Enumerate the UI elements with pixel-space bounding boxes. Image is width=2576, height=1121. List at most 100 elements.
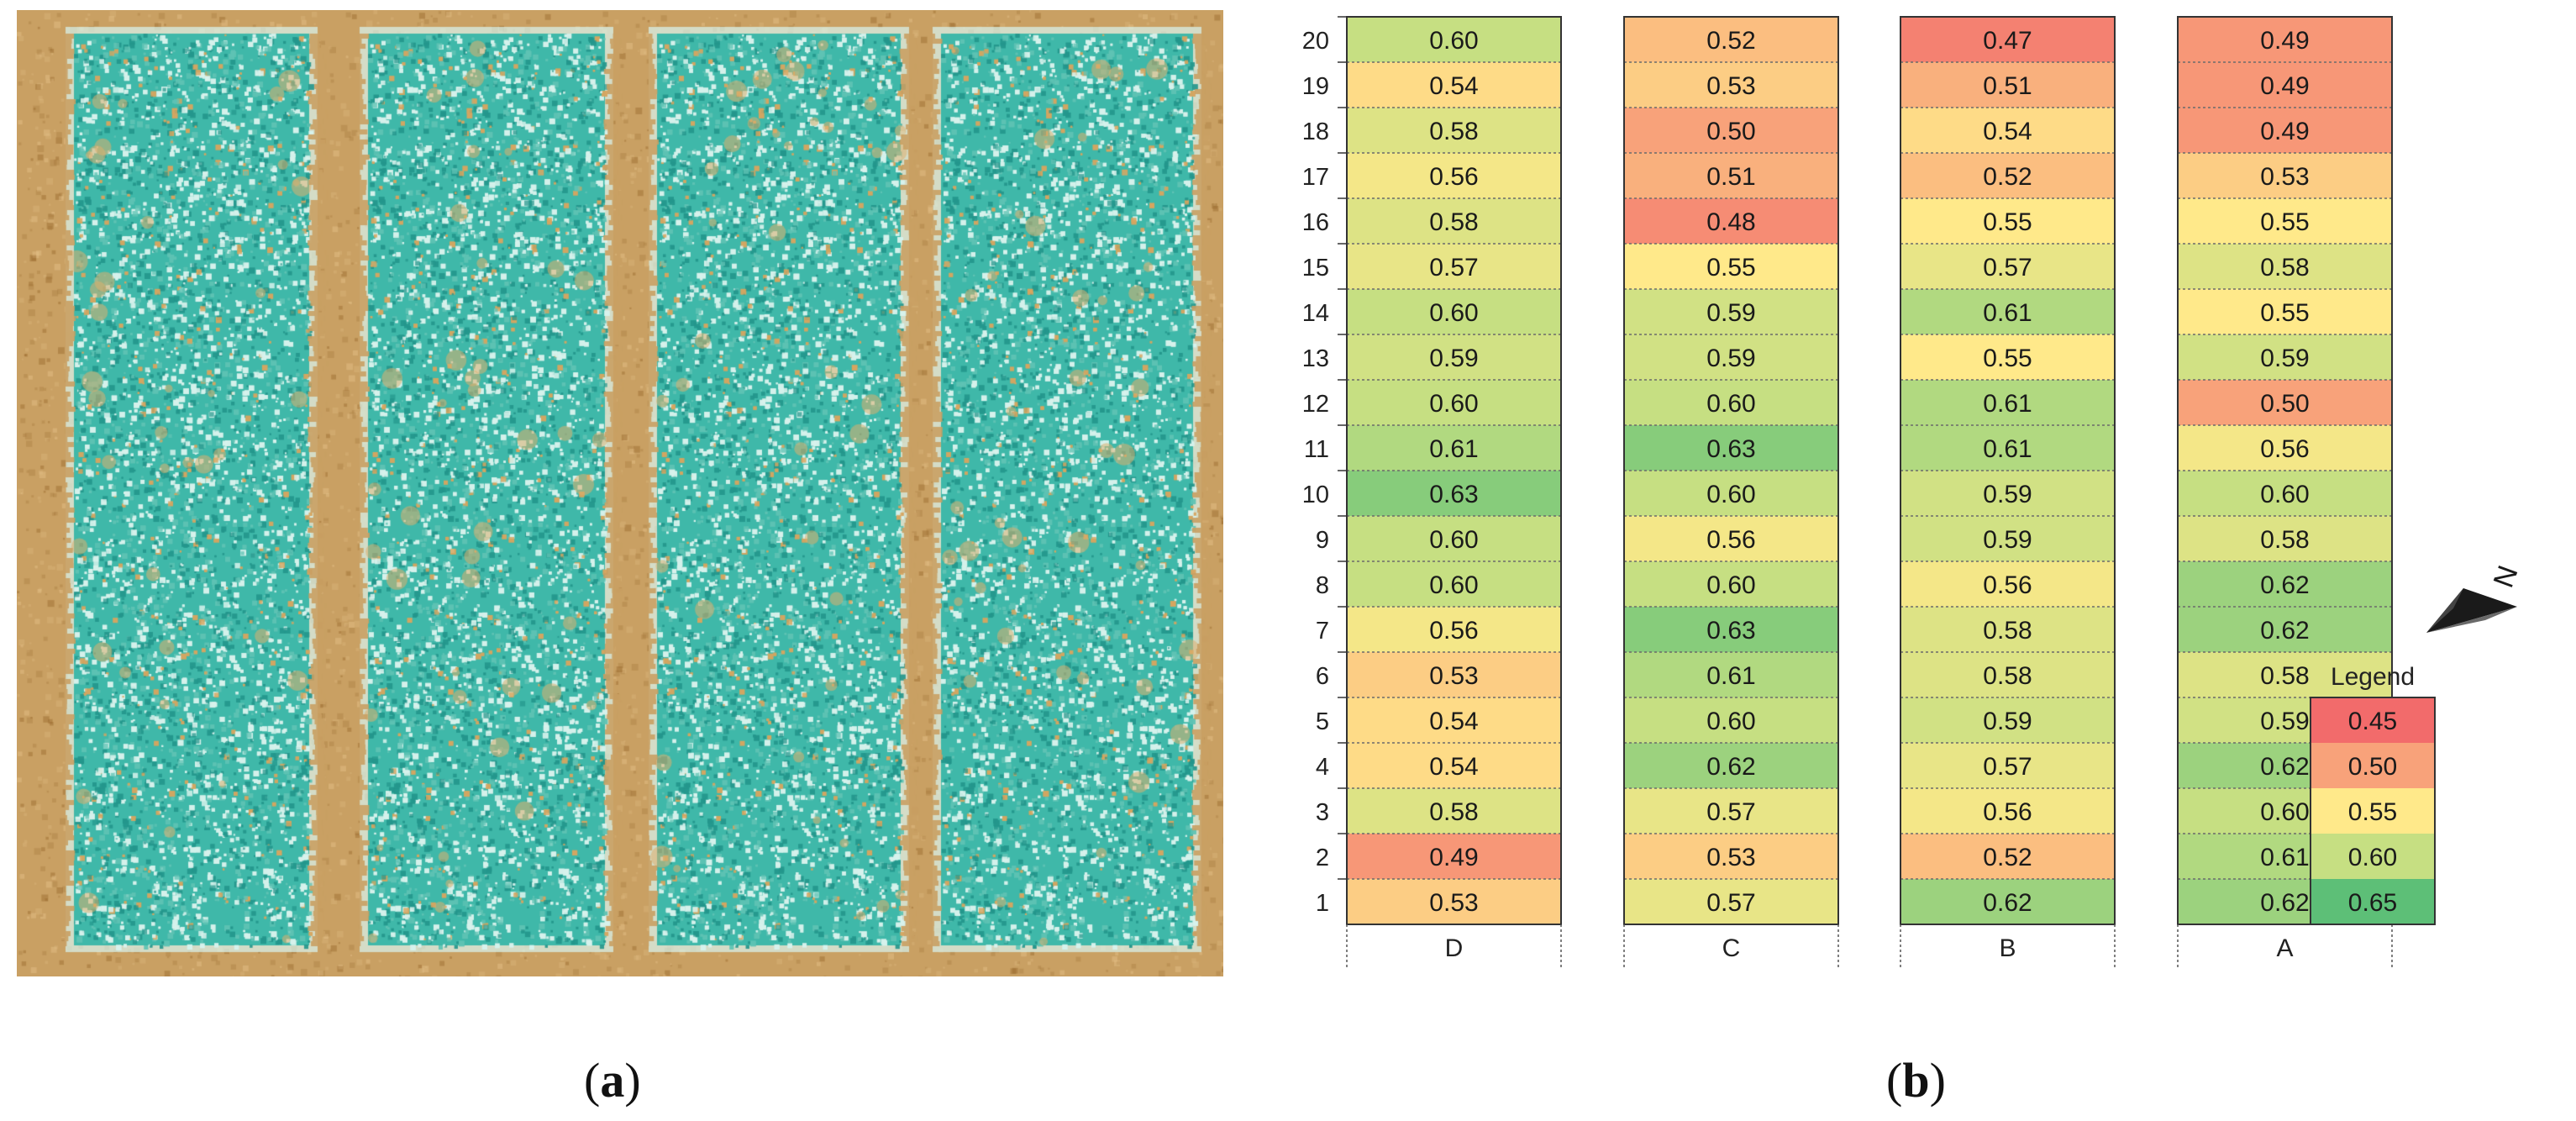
heatmap-cell bbox=[1624, 834, 1838, 879]
row-label: 17 bbox=[1302, 164, 1329, 191]
cell-value: 0.51 bbox=[1983, 72, 2032, 100]
column-label: C bbox=[1722, 934, 1741, 962]
cell-value: 0.49 bbox=[2260, 27, 2309, 55]
legend: Legend 0.45 0.50 0.55 0.60 0.65 bbox=[2310, 663, 2436, 925]
legend-swatch bbox=[2311, 879, 2435, 924]
heatmap-cell bbox=[1900, 788, 2115, 834]
cell-value: 0.58 bbox=[2260, 526, 2309, 554]
heatmap-cell bbox=[1347, 62, 1561, 108]
heatmap-cell bbox=[1347, 652, 1561, 697]
cell-value: 0.60 bbox=[1429, 571, 1478, 599]
cell-value: 0.59 bbox=[1706, 299, 1755, 327]
row-label: 16 bbox=[1302, 209, 1329, 236]
cell-value: 0.62 bbox=[1983, 889, 2032, 917]
cell-value: 0.60 bbox=[1429, 27, 1478, 55]
cell-value: 0.59 bbox=[1983, 526, 2032, 554]
cell-value: 0.56 bbox=[1429, 163, 1478, 191]
heatmap-cell bbox=[1347, 198, 1561, 244]
heatmap-cell bbox=[1347, 471, 1561, 516]
row-label: 12 bbox=[1302, 391, 1329, 418]
cell-value: 0.57 bbox=[1983, 254, 2032, 282]
panel-b-letter: b bbox=[1902, 1053, 1930, 1108]
heatmap-cell bbox=[1347, 244, 1561, 289]
cell-value: 0.52 bbox=[1706, 27, 1755, 55]
heatmap-cell bbox=[1624, 17, 1838, 62]
row-label: 19 bbox=[1302, 73, 1329, 100]
row-label: 2 bbox=[1316, 845, 1329, 871]
cell-value: 0.58 bbox=[1429, 118, 1478, 145]
cell-value: 0.53 bbox=[1429, 889, 1478, 917]
cell-value: 0.49 bbox=[1429, 844, 1478, 871]
heatmap-cell bbox=[2178, 334, 2392, 380]
heatmap-cell bbox=[1900, 244, 2115, 289]
heatmap-cell bbox=[1347, 334, 1561, 380]
row-label: 14 bbox=[1302, 300, 1329, 327]
cell-value: 0.55 bbox=[1706, 254, 1755, 282]
cell-value: 0.62 bbox=[2260, 571, 2309, 599]
heatmap-cell bbox=[1624, 62, 1838, 108]
panel-b-label: (b) bbox=[1886, 1053, 1946, 1108]
cell-value: 0.60 bbox=[1706, 390, 1755, 418]
cell-value: 0.56 bbox=[1706, 526, 1755, 554]
heatmap-cell bbox=[1624, 652, 1838, 697]
legend-title: Legend bbox=[2331, 663, 2415, 691]
heatmap-cell bbox=[1624, 153, 1838, 198]
cell-value: 0.50 bbox=[1706, 118, 1755, 145]
row-label: 18 bbox=[1302, 118, 1329, 145]
cell-value: 0.53 bbox=[1706, 844, 1755, 871]
column-border bbox=[1623, 16, 1839, 925]
cell-value: 0.60 bbox=[1429, 390, 1478, 418]
legend-label: 0.55 bbox=[2348, 798, 2397, 826]
row-label: 10 bbox=[1302, 482, 1329, 508]
heatmap-cell bbox=[1624, 289, 1838, 334]
row-label: 4 bbox=[1316, 754, 1329, 781]
heatmap-cell bbox=[1900, 334, 2115, 380]
heatmap-cell bbox=[2178, 108, 2392, 153]
cell-value: 0.61 bbox=[2260, 844, 2309, 871]
heatmap-cell bbox=[1624, 743, 1838, 788]
heatmap-cell bbox=[2178, 289, 2392, 334]
row-label: 3 bbox=[1316, 799, 1329, 826]
legend-swatch bbox=[2311, 743, 2435, 788]
cell-value: 0.59 bbox=[1706, 345, 1755, 372]
heatmap-cell bbox=[1900, 108, 2115, 153]
heatmap-cell bbox=[1900, 198, 2115, 244]
cell-value: 0.59 bbox=[2260, 708, 2309, 735]
heatmap-cell bbox=[1624, 198, 1838, 244]
column-border bbox=[2177, 16, 2393, 925]
legend-swatch bbox=[2311, 697, 2435, 743]
cell-value: 0.60 bbox=[1706, 708, 1755, 735]
cell-value: 0.57 bbox=[1429, 254, 1478, 282]
heatmap-cell bbox=[1624, 788, 1838, 834]
heatmap-cell bbox=[1347, 153, 1561, 198]
row-label: 1 bbox=[1316, 890, 1329, 917]
cell-value: 0.54 bbox=[1429, 708, 1478, 735]
heatmap-cell bbox=[1624, 425, 1838, 471]
heatmap-cell bbox=[1624, 879, 1838, 924]
legend-border bbox=[2310, 697, 2436, 925]
heatmap-cell bbox=[1900, 879, 2115, 924]
cell-value: 0.55 bbox=[2260, 299, 2309, 327]
heatmap-cell bbox=[2178, 244, 2392, 289]
heatmap-grid: 12345678910111213141516171819200.530.490… bbox=[1302, 16, 2393, 970]
cell-value: 0.56 bbox=[1429, 617, 1478, 645]
row-label: 9 bbox=[1316, 527, 1329, 554]
cell-value: 0.60 bbox=[1706, 481, 1755, 508]
legend-label: 0.45 bbox=[2348, 708, 2397, 735]
cell-value: 0.60 bbox=[1429, 299, 1478, 327]
heatmap-cell bbox=[1900, 380, 2115, 425]
heatmap-cell bbox=[1347, 879, 1561, 924]
cell-value: 0.54 bbox=[1429, 753, 1478, 781]
cell-value: 0.54 bbox=[1429, 72, 1478, 100]
cell-value: 0.62 bbox=[2260, 889, 2309, 917]
cell-value: 0.62 bbox=[2260, 617, 2309, 645]
heatmap-cell bbox=[1347, 697, 1561, 743]
heatmap-cell bbox=[1900, 834, 2115, 879]
cell-value: 0.60 bbox=[1706, 571, 1755, 599]
column-border bbox=[1900, 16, 2116, 925]
cell-value: 0.61 bbox=[1429, 435, 1478, 463]
row-label: 7 bbox=[1316, 618, 1329, 645]
cell-value: 0.61 bbox=[1983, 299, 2032, 327]
cell-value: 0.56 bbox=[2260, 435, 2309, 463]
